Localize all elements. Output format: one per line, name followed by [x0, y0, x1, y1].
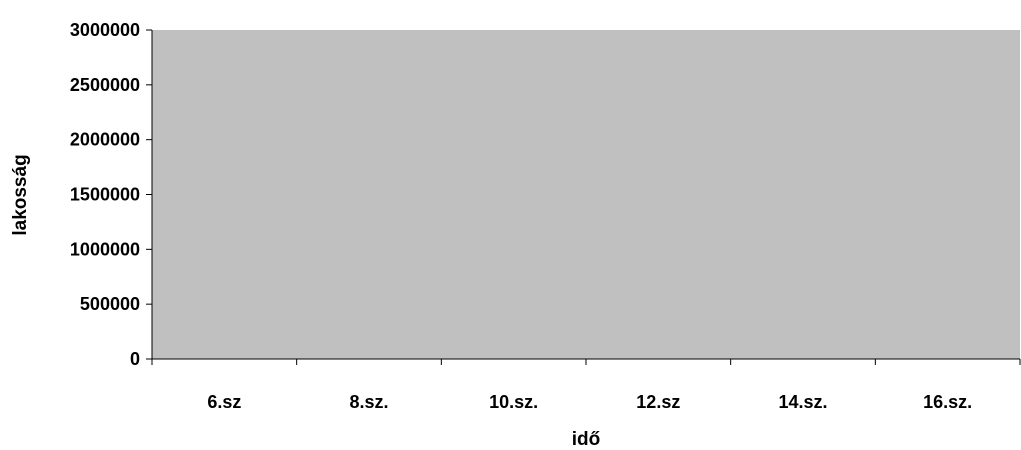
plot-area: [152, 30, 1020, 359]
x-tick-label: 6.sz: [207, 392, 241, 412]
x-tick-label: 16.sz.: [923, 392, 972, 412]
x-tick-label: 14.sz.: [778, 392, 827, 412]
y-tick-label: 1500000: [70, 185, 140, 205]
y-tick-label: 500000: [80, 294, 140, 314]
x-tick-label: 12.sz: [636, 392, 680, 412]
y-tick-label: 3000000: [70, 20, 140, 40]
x-tick-label: 8.sz.: [349, 392, 388, 412]
x-axis-ticks: 6.sz 8.sz. 10.sz. 12.sz 14.sz. 16.sz.: [151, 359, 1021, 412]
y-tick-label: 0: [130, 349, 140, 369]
x-axis-title: idő: [572, 429, 601, 450]
y-tick-label: 2500000: [70, 75, 140, 95]
x-tick-label: 10.sz.: [489, 392, 538, 412]
y-axis-ticks: 0 500000 1000000 1500000 2000000 2500000 30000…: [70, 20, 152, 369]
y-axis-title: lakosság: [10, 154, 31, 235]
y-tick-label: 1000000: [70, 239, 140, 259]
y-tick-label: 2000000: [70, 130, 140, 150]
